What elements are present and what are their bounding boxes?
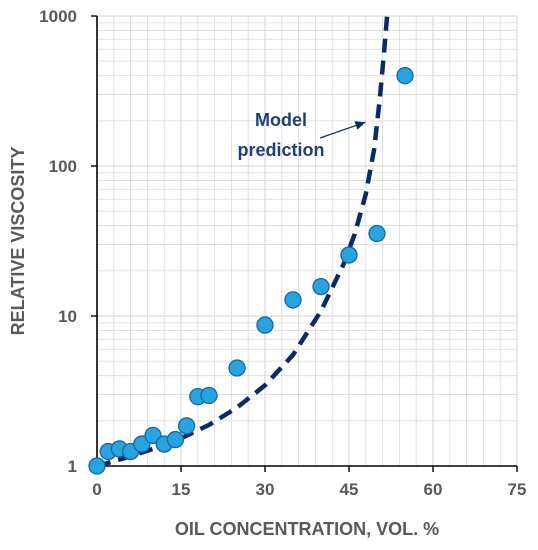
grid-lines (97, 15, 518, 466)
x-tick-label: 15 (172, 480, 191, 499)
data-point (166, 430, 185, 449)
data-point (312, 277, 330, 296)
measured-data-series (88, 67, 414, 475)
data-point (396, 67, 414, 85)
x-tick-label: 0 (92, 480, 101, 499)
model-prediction-line (96, 15, 390, 469)
x-tick-label: 60 (424, 480, 443, 499)
data-point (284, 291, 302, 309)
y-tick-label: 100 (49, 157, 77, 176)
annotation-text: prediction (237, 140, 324, 160)
annotation-arrowhead (354, 121, 366, 130)
axes (91, 15, 518, 472)
data-point (88, 457, 106, 475)
data-point (340, 246, 358, 264)
annotations: Model prediction (237, 110, 366, 160)
data-point (200, 386, 218, 405)
model-prediction-series (96, 15, 390, 469)
data-point (368, 224, 386, 243)
data-point (256, 316, 274, 334)
y-tick-label: 10 (58, 307, 77, 326)
x-tick-label: 75 (508, 480, 527, 499)
annotation-text: Model (255, 110, 307, 130)
tick-labels: 0 15 30 45 60 75 1 10 100 1000 (39, 7, 526, 499)
y-axis-title: RELATIVE VISCOSITY (8, 147, 28, 336)
y-tick-label: 1000 (39, 7, 77, 26)
x-axis-title: OIL CONCENTRATION, VOL. % (175, 519, 439, 539)
x-tick-label: 45 (340, 480, 359, 499)
y-tick-label: 1 (68, 457, 77, 476)
x-tick-label: 30 (256, 480, 275, 499)
data-point (177, 417, 196, 435)
data-point (228, 359, 246, 377)
